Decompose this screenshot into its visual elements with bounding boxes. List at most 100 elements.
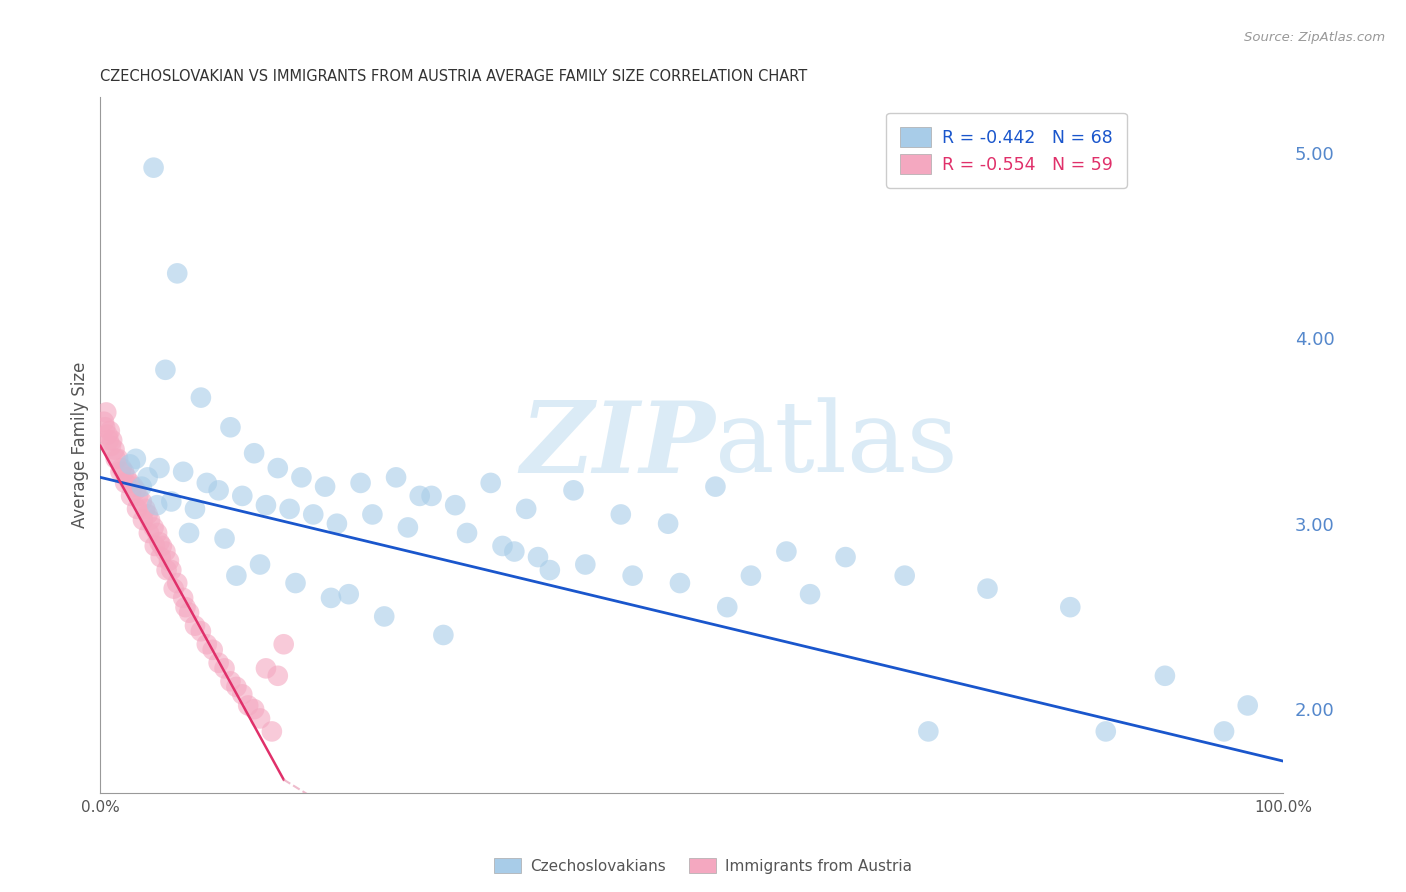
Point [409, 489, 432, 503]
Point [385, 470, 408, 484]
Point [231, 489, 253, 503]
Point [420, 489, 443, 503]
Point [166, 576, 188, 591]
Point [190, 391, 212, 405]
Point [195, 475, 218, 490]
Point [444, 498, 467, 512]
Point [225, 568, 247, 582]
Point [775, 544, 797, 558]
Point [139, 513, 162, 527]
Point [155, 544, 177, 558]
Point [131, 480, 153, 494]
Point [562, 483, 585, 498]
Legend: Czechoslovakians, Immigrants from Austria: Czechoslovakians, Immigrants from Austri… [488, 852, 918, 880]
Point [142, 520, 165, 534]
Point [491, 539, 513, 553]
Point [657, 516, 679, 531]
Point [267, 669, 290, 683]
Point [337, 587, 360, 601]
Point [219, 420, 242, 434]
Point [238, 698, 260, 713]
Point [149, 550, 172, 565]
Point [610, 508, 633, 522]
Point [201, 642, 224, 657]
Point [319, 591, 342, 605]
Point [160, 494, 183, 508]
Point [103, 442, 125, 457]
Point [254, 498, 277, 512]
Point [515, 501, 537, 516]
Point [97, 434, 120, 448]
Point [893, 568, 915, 582]
Point [243, 702, 266, 716]
Point [249, 558, 271, 572]
Point [131, 494, 153, 508]
Point [190, 624, 212, 639]
Point [177, 606, 200, 620]
Point [134, 501, 156, 516]
Point [284, 576, 307, 591]
Point [1236, 698, 1258, 713]
Point [214, 661, 236, 675]
Y-axis label: Average Family Size: Average Family Size [72, 362, 89, 528]
Point [716, 600, 738, 615]
Point [177, 526, 200, 541]
Point [225, 680, 247, 694]
Text: Source: ZipAtlas.com: Source: ZipAtlas.com [1244, 31, 1385, 45]
Point [249, 711, 271, 725]
Point [290, 470, 312, 484]
Point [114, 475, 136, 490]
Point [112, 465, 135, 479]
Point [254, 661, 277, 675]
Point [157, 554, 180, 568]
Point [132, 513, 155, 527]
Point [94, 420, 117, 434]
Point [96, 427, 118, 442]
Point [373, 609, 395, 624]
Point [184, 618, 207, 632]
Point [740, 568, 762, 582]
Point [669, 576, 692, 591]
Point [243, 446, 266, 460]
Point [120, 489, 142, 503]
Point [260, 724, 283, 739]
Point [834, 550, 856, 565]
Point [976, 582, 998, 596]
Point [172, 591, 194, 605]
Point [143, 539, 166, 553]
Point [1059, 600, 1081, 615]
Text: ZIP: ZIP [520, 397, 716, 493]
Point [314, 480, 336, 494]
Point [136, 508, 159, 522]
Point [160, 563, 183, 577]
Point [107, 451, 129, 466]
Point [704, 480, 727, 494]
Legend: R = -0.442   N = 68, R = -0.554   N = 59: R = -0.442 N = 68, R = -0.554 N = 59 [886, 112, 1126, 187]
Point [538, 563, 561, 577]
Text: atlas: atlas [716, 397, 957, 492]
Point [146, 526, 169, 541]
Point [104, 451, 127, 466]
Point [148, 461, 170, 475]
Point [172, 465, 194, 479]
Point [219, 674, 242, 689]
Point [150, 539, 173, 553]
Point [1213, 724, 1236, 739]
Point [574, 558, 596, 572]
Point [349, 475, 371, 490]
Point [1094, 724, 1116, 739]
Point [273, 637, 295, 651]
Point [136, 470, 159, 484]
Point [110, 465, 132, 479]
Point [184, 501, 207, 516]
Point [148, 535, 170, 549]
Point [125, 483, 148, 498]
Point [278, 501, 301, 516]
Point [326, 516, 349, 531]
Point [155, 363, 177, 377]
Point [917, 724, 939, 739]
Point [527, 550, 550, 565]
Point [361, 508, 384, 522]
Point [503, 544, 526, 558]
Point [195, 637, 218, 651]
